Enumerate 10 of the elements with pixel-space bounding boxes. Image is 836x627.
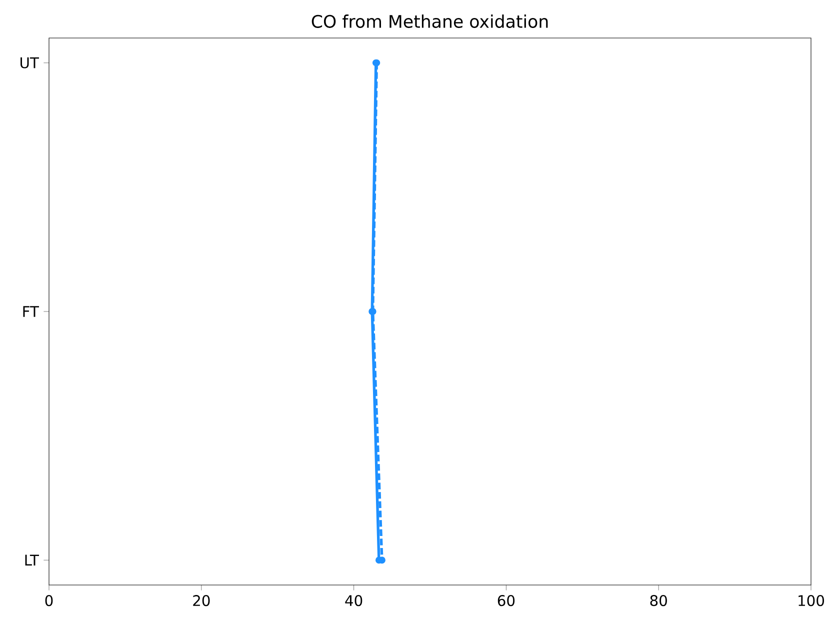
- x-tick-label: 100: [798, 595, 824, 606]
- chart-title: CO from Methane oxidation: [312, 14, 548, 28]
- x-tick-label: 0: [45, 595, 53, 606]
- y-tick-label: FT: [23, 306, 39, 317]
- x-tick-label: 60: [498, 595, 515, 606]
- x-tick-label: 80: [650, 595, 667, 606]
- x-tick-label: 40: [345, 595, 362, 606]
- x-tick-label: 20: [193, 595, 210, 606]
- y-tick-label: LT: [25, 554, 39, 566]
- y-tick-label: UT: [20, 57, 39, 68]
